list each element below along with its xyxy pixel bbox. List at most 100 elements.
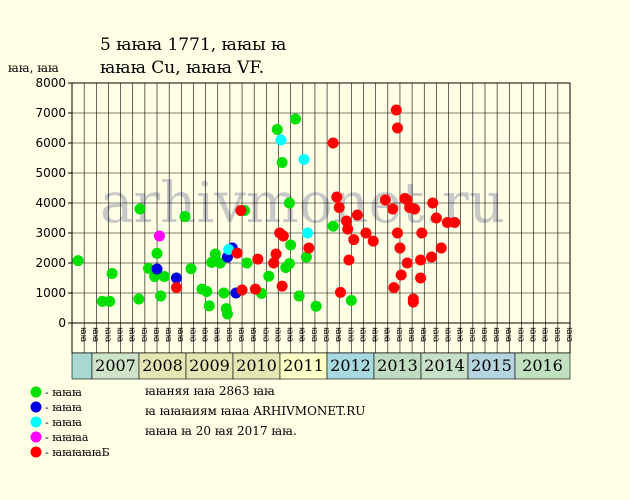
quarter-label: ꙗꙗ: [382, 327, 392, 342]
y-axis-label: ꙗꙗ, ꙗꙗ: [8, 61, 59, 75]
quarter-label: ꙗꙗ: [370, 327, 380, 342]
quarter-label: ꙗꙗ: [163, 327, 173, 342]
data-point: [158, 271, 170, 282]
data-point: [392, 227, 404, 239]
quarter-label: ꙗꙗ: [515, 327, 525, 342]
quarter-label: ꙗꙗ: [187, 327, 197, 342]
year-label: 2009: [189, 356, 230, 375]
y-tick-label: 6000: [35, 136, 66, 150]
legend-label: - ꙗꙗꙗ: [45, 416, 82, 429]
legend-marker: [30, 446, 42, 458]
quarter-label: ꙗꙗ: [248, 327, 258, 342]
data-point: [387, 203, 399, 215]
data-point: [407, 293, 419, 305]
year-cell-lead: [71, 352, 93, 380]
quarter-label: ꙗꙗ: [90, 327, 100, 342]
data-point: [348, 234, 360, 246]
quarter-label: ꙗꙗ: [236, 327, 246, 342]
data-point: [276, 157, 288, 168]
quarter-label: ꙗꙗ: [321, 327, 331, 342]
quarter-label: ꙗꙗ: [309, 327, 319, 342]
data-point: [390, 104, 402, 116]
data-point: [72, 255, 84, 267]
legend-label: - ꙗꙗꙗꙗꙗБ: [45, 446, 110, 459]
quarter-label: ꙗꙗ: [127, 327, 137, 342]
year-cell: [373, 352, 422, 380]
data-point: [276, 280, 288, 292]
year-cell: [467, 352, 516, 380]
y-tick-label: 7000: [35, 106, 66, 120]
year-label: 2008: [142, 356, 183, 375]
quarter-label: ꙗꙗ: [503, 327, 513, 342]
data-point: [283, 197, 295, 209]
quarter-label: ꙗꙗ: [345, 327, 355, 342]
data-point: [388, 282, 400, 294]
data-point: [351, 209, 363, 221]
legend-marker: [30, 401, 42, 413]
y-tick-label: 1000: [35, 286, 66, 300]
quarter-label: ꙗꙗ: [260, 327, 270, 342]
year-cell: [91, 352, 140, 380]
data-point: [235, 205, 247, 216]
data-point: [449, 217, 461, 228]
quarter-label: ꙗꙗ: [467, 327, 477, 342]
data-point: [231, 247, 243, 259]
year-label: 2013: [377, 356, 418, 375]
data-point: [277, 230, 289, 242]
quarter-label: ꙗꙗ: [151, 327, 161, 342]
quarter-label: ꙗꙗ: [139, 327, 149, 342]
quarter-label: ꙗꙗ: [527, 327, 537, 342]
data-point: [331, 191, 343, 203]
y-tick-label: 2000: [35, 256, 66, 270]
data-point: [298, 154, 310, 165]
legend-marker: [30, 416, 42, 428]
data-point: [209, 248, 221, 260]
data-point: [342, 223, 354, 235]
data-point: [416, 227, 428, 239]
quarter-label: ꙗꙗ: [418, 327, 428, 342]
data-point: [367, 235, 379, 247]
data-point: [206, 256, 218, 268]
quarter-label: ꙗꙗ: [115, 327, 125, 342]
quarter-label: ꙗꙗ: [394, 327, 404, 342]
y-tick-label: 8000: [35, 76, 66, 90]
quarter-label: ꙗꙗ: [540, 327, 550, 342]
data-point: [334, 286, 346, 298]
legend-label: - ꙗꙗꙗа: [45, 431, 89, 444]
data-point: [201, 286, 213, 297]
data-point: [218, 287, 230, 299]
data-point: [300, 251, 312, 263]
data-point: [435, 242, 447, 254]
data-point: [203, 300, 215, 312]
data-point: [283, 258, 295, 270]
quarter-label: ꙗꙗ: [357, 327, 367, 342]
data-point: [223, 244, 235, 255]
year-label: 2007: [95, 356, 136, 375]
quarter-label: ꙗꙗ: [333, 327, 343, 342]
data-point: [310, 300, 322, 312]
y-tick-label: 4000: [35, 196, 66, 210]
data-point: [106, 268, 118, 279]
data-point: [395, 269, 407, 281]
chart-title: 5 ꙗꙗꙗ 1771, ꙗꙗы ꙗ: [100, 35, 286, 55]
legend-marker: [30, 431, 42, 443]
quarter-label: ꙗꙗ: [224, 327, 234, 342]
data-point: [303, 242, 315, 254]
quarter-label: ꙗꙗ: [175, 327, 185, 342]
year-cell: [232, 352, 281, 380]
data-point: [392, 122, 404, 134]
data-point: [151, 263, 163, 275]
data-point: [221, 308, 233, 320]
quarter-label: ꙗꙗ: [564, 327, 574, 342]
quarter-label: ꙗꙗ: [297, 327, 307, 342]
legend-marker: [30, 386, 42, 398]
data-point: [104, 295, 116, 307]
data-point: [241, 257, 253, 269]
quarter-label: ꙗꙗ: [272, 327, 282, 342]
data-point: [170, 272, 182, 284]
quarter-label: ꙗꙗ: [200, 327, 210, 342]
data-point: [426, 251, 438, 263]
year-label: 2016: [522, 356, 563, 375]
